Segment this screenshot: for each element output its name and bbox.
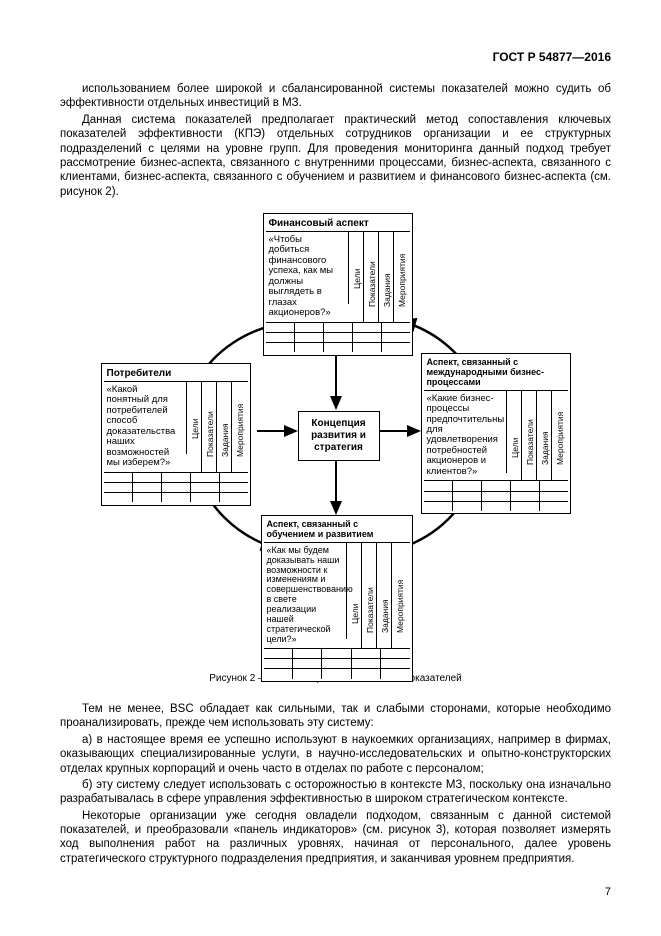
- card-financial: Финансовый аспект «Чтобы добиться финанс…: [263, 213, 413, 356]
- list-item-b: б) эту систему следует использовать с ос…: [60, 778, 611, 807]
- card-learning: Аспект, связанный с обучением и развитие…: [261, 515, 413, 682]
- card-title: Финансовый аспект: [266, 216, 410, 232]
- card-title: Потребители: [104, 366, 248, 382]
- page: ГОСТ Р 54877—2016 использованием более ш…: [0, 0, 661, 928]
- card-question: «Как мы будем доказывать наши возможност…: [264, 543, 346, 648]
- page-number: 7: [60, 886, 611, 898]
- card-processes: Аспект, связанный с международными бизне…: [421, 353, 571, 514]
- card-title: Аспект, связанный с обучением и развитие…: [264, 518, 410, 543]
- paragraph: Некоторые организации уже сегодня овладе…: [60, 809, 611, 867]
- card-question: «Какой понятный для потребителей способ …: [104, 382, 186, 472]
- paragraph: использованием более широкой и сбалансир…: [60, 82, 611, 111]
- center-concept: Концепция развития и стратегия: [298, 411, 380, 461]
- paragraph: Тем не менее, BSC обладает как сильными,…: [60, 702, 611, 731]
- card-customers: Потребители «Какой понятный для потребит…: [101, 363, 251, 506]
- card-question: «Чтобы добиться финансового успеха, как …: [266, 232, 348, 322]
- card-title: Аспект, связанный с международными бизне…: [424, 356, 568, 391]
- list-item-a: а) в настоящее время ее успешно использу…: [60, 733, 611, 776]
- card-question: «Какие бизнес-процессы предпочтительны д…: [424, 391, 506, 481]
- figure-2: Концепция развития и стратегия Финансовы…: [101, 213, 571, 663]
- paragraph: Данная система показателей предполагает …: [60, 113, 611, 199]
- doc-header: ГОСТ Р 54877—2016: [60, 50, 611, 64]
